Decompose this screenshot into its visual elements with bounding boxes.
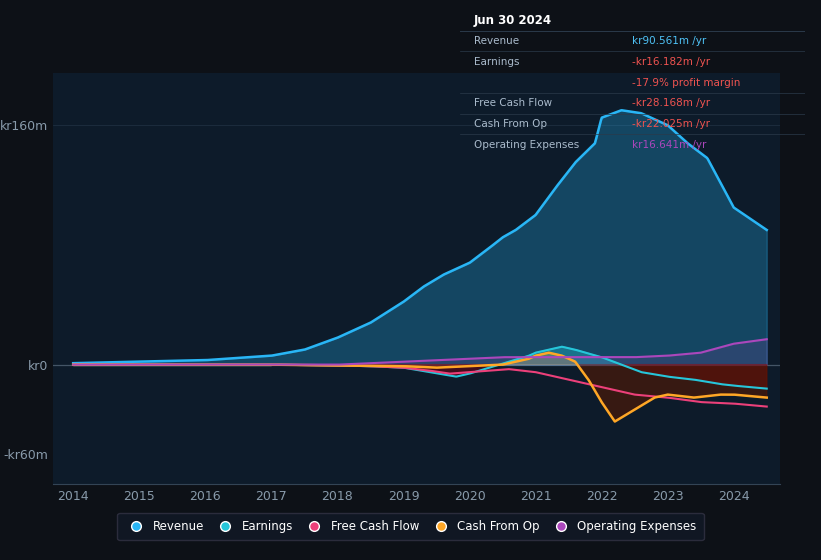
Legend: Revenue, Earnings, Free Cash Flow, Cash From Op, Operating Expenses: Revenue, Earnings, Free Cash Flow, Cash … — [117, 513, 704, 540]
Text: Revenue: Revenue — [474, 36, 519, 46]
Text: kr90.561m /yr: kr90.561m /yr — [632, 36, 707, 46]
Text: -kr22.025m /yr: -kr22.025m /yr — [632, 119, 710, 129]
Text: -17.9% profit margin: -17.9% profit margin — [632, 77, 741, 87]
Text: Operating Expenses: Operating Expenses — [474, 139, 579, 150]
Text: Earnings: Earnings — [474, 57, 520, 67]
Text: Cash From Op: Cash From Op — [474, 119, 547, 129]
Text: kr16.641m /yr: kr16.641m /yr — [632, 139, 707, 150]
Text: -kr16.182m /yr: -kr16.182m /yr — [632, 57, 711, 67]
Text: Free Cash Flow: Free Cash Flow — [474, 98, 552, 108]
Text: -kr28.168m /yr: -kr28.168m /yr — [632, 98, 711, 108]
Text: Jun 30 2024: Jun 30 2024 — [474, 14, 552, 27]
